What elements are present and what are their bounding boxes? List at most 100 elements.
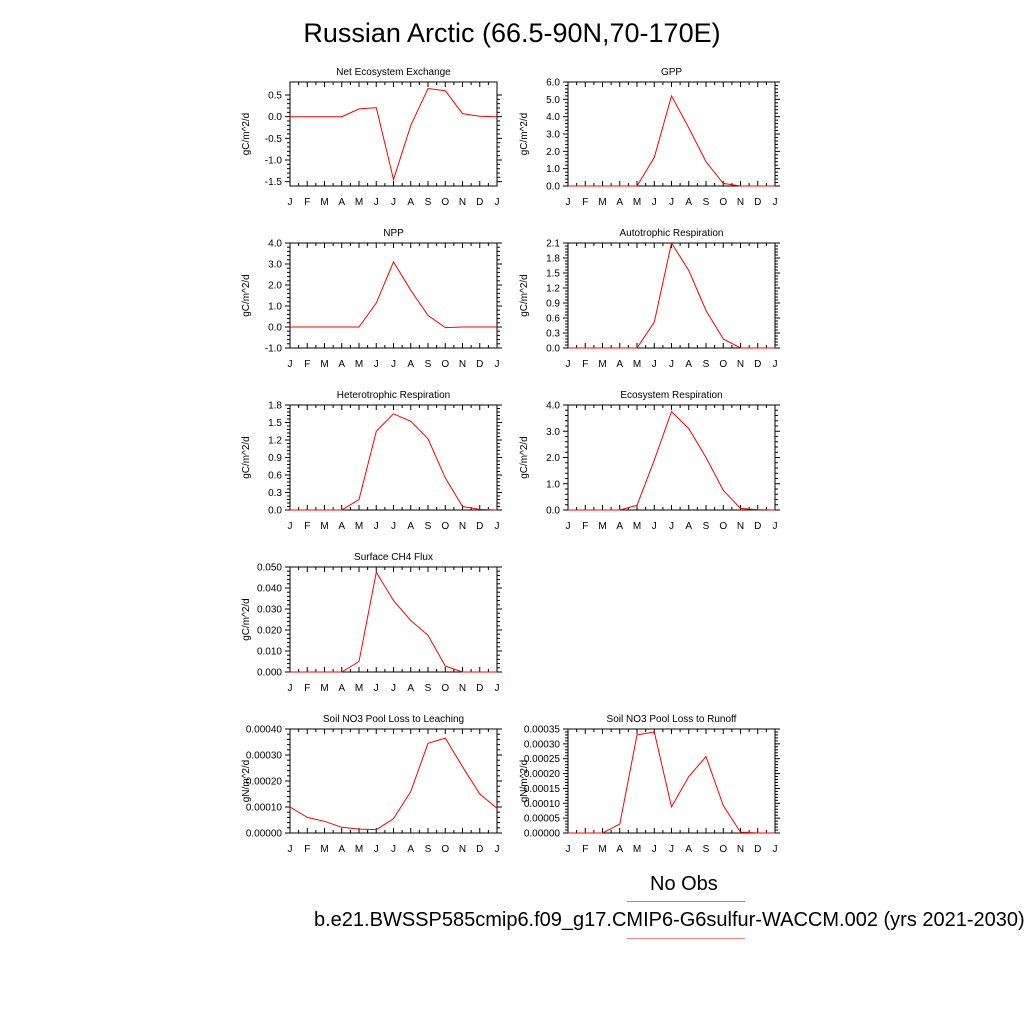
x-tick-label: A	[407, 683, 414, 694]
y-tick-label: 0.0	[546, 344, 560, 355]
chart-panel: J F M A M J J A S O N D J0.01.02.03.04.05.06.0GPPgC/…	[519, 67, 780, 208]
x-tick-label: O	[719, 359, 727, 370]
x-tick-label: O	[441, 521, 449, 532]
plot-frame	[289, 728, 498, 834]
x-tick-label: A	[407, 197, 414, 208]
x-tick-label: A	[338, 521, 345, 532]
y-tick-label: -1.0	[265, 156, 283, 167]
chart-panel: J F M A M J J A S O N D J0.00.30.60.91.21.51.8Hetero…	[241, 390, 502, 532]
x-tick-label: S	[425, 521, 432, 532]
x-tick-label: J	[773, 359, 778, 370]
y-tick-label: 4.0	[268, 239, 282, 250]
x-tick-label: J	[374, 844, 379, 855]
x-tick-label: A	[616, 844, 623, 855]
panel-title: Soil NO3 Pool Loss to Runoff	[607, 714, 737, 725]
y-tick-label: 0.00000	[524, 829, 561, 840]
x-tick-label: M	[355, 683, 363, 694]
panel-title: Autotrophic Respiration	[620, 228, 724, 239]
plot-frame	[567, 242, 776, 349]
x-tick-label: J	[652, 197, 657, 208]
legend-model-label: b.e21.BWSSP585cmip6.f09_g17.CMIP6-G6sulf…	[314, 909, 1024, 931]
series-line	[568, 241, 775, 349]
y-tick-label: 0.00000	[246, 829, 283, 840]
y-tick-label: 4.0	[546, 112, 560, 123]
x-tick-label: M	[355, 359, 363, 370]
x-tick-label: J	[669, 359, 674, 370]
x-tick-label: J	[374, 683, 379, 694]
x-tick-label: M	[355, 197, 363, 208]
plot-frame	[289, 242, 498, 349]
x-tick-label: A	[407, 521, 414, 532]
x-tick-label: M	[320, 197, 328, 208]
x-tick-label: S	[703, 521, 710, 532]
x-tick-label: S	[425, 197, 432, 208]
x-tick-label: J	[495, 844, 500, 855]
x-tick-label: F	[304, 521, 310, 532]
x-tick-label: O	[719, 197, 727, 208]
x-tick-label: J	[652, 521, 657, 532]
series-line	[568, 731, 775, 834]
x-tick-label: J	[773, 521, 778, 532]
series-line	[290, 570, 497, 673]
series-line	[568, 94, 775, 187]
x-tick-label: J	[391, 683, 396, 694]
x-tick-label: J	[669, 521, 674, 532]
legend-obs-label: No Obs	[650, 873, 718, 895]
x-tick-label: F	[582, 521, 588, 532]
series-line	[290, 260, 497, 329]
panel-title: Ecosystem Respiration	[620, 390, 722, 401]
y-tick-label: 3.0	[268, 260, 282, 271]
x-tick-label: J	[374, 521, 379, 532]
chart-panel: J F M A M J J A S O N D J0.000000.000100.000200.0003…	[241, 714, 502, 855]
y-tick-label: 0.0	[268, 112, 282, 123]
x-tick-label: A	[685, 521, 692, 532]
x-tick-label: F	[582, 359, 588, 370]
x-tick-label: J	[773, 197, 778, 208]
y-tick-label: 0.00030	[246, 751, 283, 762]
y-tick-label: 1.0	[546, 479, 560, 490]
panel-title: GPP	[661, 67, 682, 78]
x-tick-label: F	[304, 359, 310, 370]
page-title: Russian Arctic (66.5-90N,70-170E)	[303, 18, 721, 48]
legend-model-line	[627, 938, 745, 939]
x-tick-label: J	[669, 197, 674, 208]
y-tick-label: 0.0	[546, 506, 560, 517]
y-tick-label: 3.0	[546, 130, 560, 141]
y-tick-label: 0.0	[546, 182, 560, 193]
x-tick-label: N	[737, 521, 744, 532]
x-tick-label: A	[407, 359, 414, 370]
x-tick-label: A	[338, 683, 345, 694]
y-tick-label: 1.8	[268, 401, 282, 412]
x-tick-label: M	[633, 359, 641, 370]
y-tick-label: 0.00030	[524, 739, 561, 750]
x-tick-label: F	[582, 844, 588, 855]
x-tick-label: M	[633, 197, 641, 208]
x-tick-label: A	[616, 359, 623, 370]
series-line	[568, 410, 776, 511]
x-tick-label: J	[566, 844, 571, 855]
y-tick-label: 1.0	[546, 164, 560, 175]
plot-frame	[289, 404, 498, 511]
y-tick-label: 3.0	[546, 427, 560, 438]
x-tick-label: J	[288, 844, 293, 855]
x-tick-label: N	[459, 197, 466, 208]
x-tick-label: J	[495, 521, 500, 532]
y-tick-label: 4.0	[546, 401, 560, 412]
y-tick-label: 1.8	[546, 254, 560, 265]
y-axis-label: gC/m^2/d	[241, 598, 252, 641]
y-tick-label: -1.0	[265, 344, 283, 355]
x-tick-label: J	[495, 359, 500, 370]
y-tick-label: 2.0	[268, 281, 282, 292]
panel-title: Soil NO3 Pool Loss to Leaching	[323, 714, 464, 725]
x-tick-label: O	[719, 521, 727, 532]
x-tick-label: A	[338, 359, 345, 370]
x-tick-label: J	[566, 359, 571, 370]
y-tick-label: 1.2	[546, 284, 560, 295]
x-tick-label: N	[737, 359, 744, 370]
x-tick-label: O	[441, 197, 449, 208]
x-tick-label: O	[441, 683, 449, 694]
y-tick-label: 0.020	[257, 626, 282, 637]
x-tick-label: D	[476, 844, 483, 855]
y-tick-label: 0.9	[546, 299, 560, 310]
x-tick-label: A	[616, 521, 623, 532]
